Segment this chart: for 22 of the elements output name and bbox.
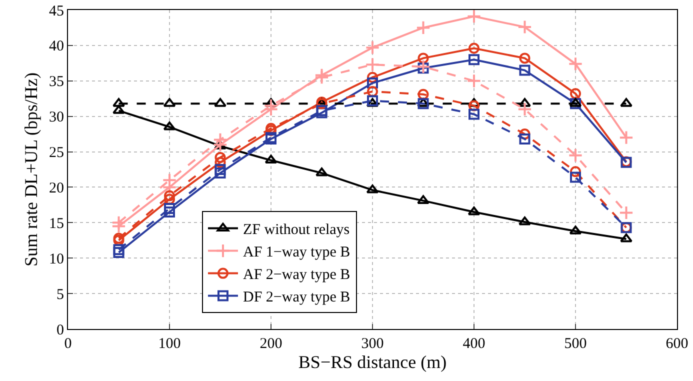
y-tick-label: 10 (49, 251, 64, 268)
x-tick-label: 400 (462, 336, 486, 352)
y-tick-label: 30 (49, 110, 64, 126)
x-tick-label: 300 (361, 336, 384, 352)
legend-label: ZF without relays (242, 222, 350, 238)
y-tick-label: 5 (56, 286, 64, 303)
legend-label: AF 2−way type B (242, 267, 350, 284)
y-tick-label: 0 (56, 322, 64, 338)
legend-label: DF 2−way type B (242, 290, 350, 306)
x-tick-label: 500 (564, 336, 587, 352)
legend-label: AF 1−way type B (242, 244, 350, 261)
y-tick-label: 35 (49, 74, 64, 90)
y-tick-label: 45 (49, 3, 64, 20)
x-tick-label: 200 (260, 336, 282, 352)
y-tick-label: 40 (49, 38, 64, 55)
y-tick-label: 15 (49, 216, 64, 232)
y-tick-label: 20 (49, 180, 64, 196)
x-tick-label: 600 (666, 336, 688, 352)
y-tick-label: 25 (49, 145, 64, 162)
y-axis-title: Sum rate DL+UL (bps/Hz) (21, 72, 42, 266)
x-axis-title: BS−RS distance (m) (298, 352, 447, 372)
x-tick-label: 100 (158, 336, 181, 352)
